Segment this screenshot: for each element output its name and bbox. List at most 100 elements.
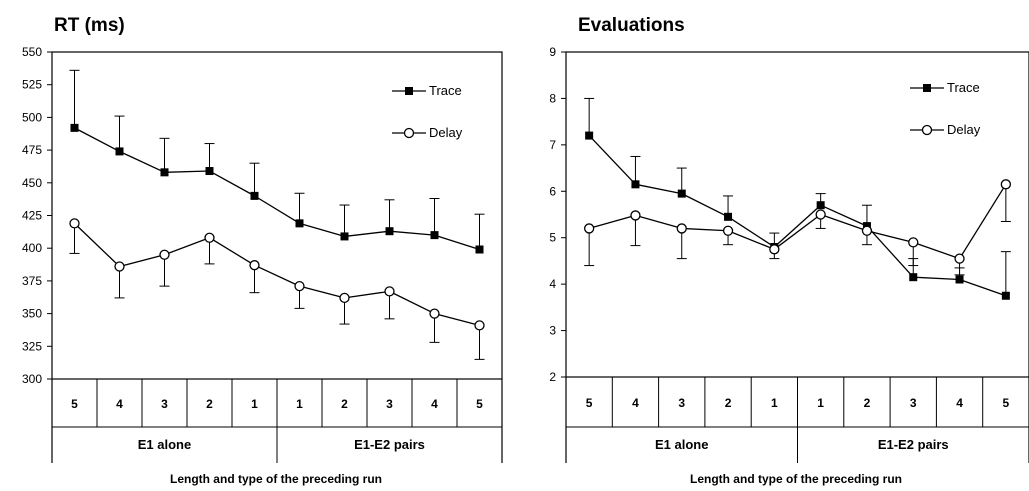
series-line-segment xyxy=(389,290,435,315)
y-tick-label: 350 xyxy=(22,307,42,321)
legend-marker-trace xyxy=(405,87,413,95)
series-line-segment xyxy=(959,278,1007,297)
group-label: E1 alone xyxy=(655,437,708,452)
category-label: 2 xyxy=(341,397,348,411)
series-line-segment xyxy=(681,227,729,232)
series-line-segment xyxy=(389,230,435,236)
data-point-delay xyxy=(815,209,826,220)
data-point-delay xyxy=(954,253,965,264)
data-point-trace xyxy=(475,245,484,254)
data-point-delay xyxy=(584,223,595,234)
series-line-segment xyxy=(119,150,165,173)
y-tick-label: 2 xyxy=(549,370,556,384)
series-line-segment xyxy=(588,135,636,185)
series-line-segment xyxy=(820,213,868,232)
series-line-segment xyxy=(344,290,390,299)
category-label: 3 xyxy=(161,397,168,411)
series-line-segment xyxy=(119,254,165,268)
group-label: E1-E2 pairs xyxy=(878,437,949,452)
series-line-segment xyxy=(588,214,636,230)
series-line-segment xyxy=(164,170,210,173)
series-line-segment xyxy=(209,237,255,266)
data-point-delay xyxy=(908,237,919,248)
data-point-trace xyxy=(816,201,825,210)
y-tick-label: 425 xyxy=(22,209,42,223)
category-label: 4 xyxy=(431,397,438,411)
data-point-trace xyxy=(1001,291,1010,300)
y-tick-label: 475 xyxy=(22,143,42,157)
category-label: 4 xyxy=(632,396,639,410)
series-line-segment xyxy=(773,213,822,250)
category-label: 3 xyxy=(386,397,393,411)
data-point-trace xyxy=(631,180,640,189)
y-tick-label: 325 xyxy=(22,339,42,353)
data-point-delay xyxy=(676,223,687,234)
data-point-trace xyxy=(115,147,124,156)
y-tick-label: 4 xyxy=(549,277,556,291)
series-line-segment xyxy=(913,276,960,281)
x-axis-label: Length and type of the preceding run xyxy=(170,472,382,486)
series-line-segment xyxy=(820,204,868,227)
data-point-trace xyxy=(70,123,79,132)
y-tick-label: 450 xyxy=(22,176,42,190)
data-point-delay xyxy=(429,308,440,319)
y-tick-label: 3 xyxy=(549,324,556,338)
category-label: 2 xyxy=(864,396,871,410)
data-point-trace xyxy=(205,167,214,176)
data-point-delay xyxy=(474,320,485,331)
chart-title: RT (ms) xyxy=(54,15,125,36)
group-label: E1-E2 pairs xyxy=(354,437,425,452)
series-line-segment xyxy=(74,222,120,267)
series-line-segment xyxy=(299,222,345,238)
y-tick-label: 400 xyxy=(22,241,42,255)
data-point-delay xyxy=(204,232,215,243)
category-label: 3 xyxy=(910,396,917,410)
data-point-delay xyxy=(861,225,873,236)
data-point-trace xyxy=(909,273,918,282)
category-label: 5 xyxy=(476,397,483,411)
legend-label: Delay xyxy=(947,122,981,137)
legend-marker-delay xyxy=(403,127,415,139)
series-line-segment xyxy=(434,312,480,327)
series-line-segment xyxy=(958,183,1007,259)
category-label: 5 xyxy=(586,396,593,410)
series-trace xyxy=(69,69,485,254)
series-line-segment xyxy=(344,230,390,238)
series-line-segment xyxy=(681,193,729,218)
y-tick-label: 6 xyxy=(549,184,556,198)
legend-label: Trace xyxy=(429,83,462,98)
category-label: 1 xyxy=(251,397,258,411)
series-line-segment xyxy=(164,237,210,256)
y-tick-label: 5 xyxy=(549,231,556,245)
y-tick-label: 525 xyxy=(22,78,42,92)
data-point-delay xyxy=(384,286,395,297)
series-line-segment xyxy=(299,285,345,299)
x-axis-label: Length and type of the preceding run xyxy=(690,472,902,486)
data-point-delay xyxy=(249,260,260,271)
y-tick-label: 500 xyxy=(22,110,42,124)
chart-panel-2: Evaluations 2 3 4 5 6 7 8 9 5 4 3 2 1 1 2 3 4 5 E1 alone E1-… xyxy=(549,15,1029,486)
y-tick-label: 8 xyxy=(549,91,556,105)
series-line-segment xyxy=(254,264,300,287)
data-point-delay xyxy=(769,244,780,255)
category-label: 5 xyxy=(71,397,78,411)
data-point-trace xyxy=(295,219,304,228)
y-tick-label: 550 xyxy=(22,45,42,59)
category-label: 5 xyxy=(1003,396,1010,410)
series-delay xyxy=(584,179,1011,276)
y-tick-label: 7 xyxy=(549,138,556,152)
y-tick-label: 9 xyxy=(549,45,556,59)
series-line-segment xyxy=(866,230,914,243)
data-point-trace xyxy=(250,191,259,200)
data-point-trace xyxy=(340,232,349,241)
data-point-delay xyxy=(339,292,350,304)
data-point-trace xyxy=(385,227,394,236)
category-label: 4 xyxy=(956,396,963,410)
data-point-trace xyxy=(677,189,686,198)
group-label: E1 alone xyxy=(138,437,191,452)
data-point-delay xyxy=(294,280,305,292)
series-line-segment xyxy=(727,230,775,250)
data-point-trace xyxy=(724,212,733,221)
data-point-delay xyxy=(69,218,80,229)
